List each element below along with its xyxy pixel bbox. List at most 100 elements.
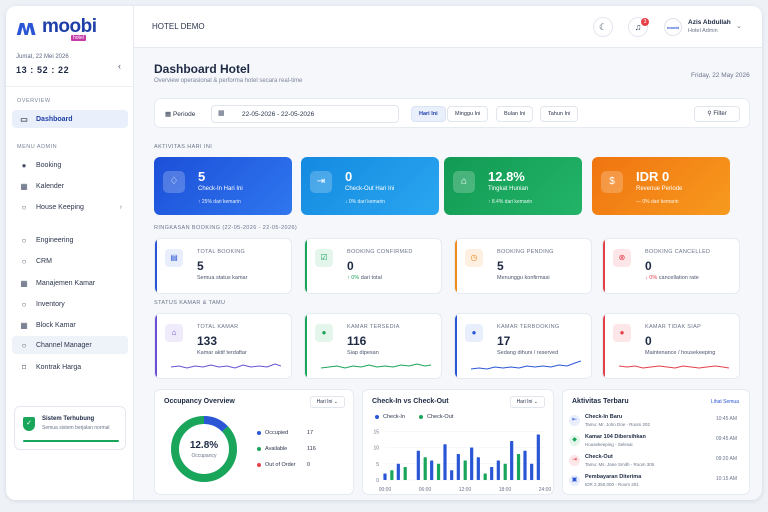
donut-center-label: Occupancy	[191, 453, 217, 459]
dropdown-value: Hari Ini	[316, 399, 333, 405]
card-stripe	[455, 314, 457, 378]
sidebar-item-booking[interactable]: ● Booking	[12, 156, 128, 174]
sidebar-item-kalender[interactable]: ▦ Kalender	[12, 177, 128, 195]
card-checkout-today: ⇥ 0 Check-Out Hari Ini ↓ 0% dari kemarin	[301, 157, 439, 215]
y-tick-label: 10	[373, 446, 379, 452]
logo-mark-icon: ʍ	[16, 16, 37, 41]
circle-icon: ○	[21, 202, 27, 212]
bookmark-icon: ⌑	[21, 362, 27, 372]
card-value: IDR 0	[636, 169, 670, 184]
panel-title: Check-In vs Check-Out	[372, 398, 449, 405]
calendar-icon: ▦	[165, 111, 172, 118]
x-tick-label: 12:00	[459, 487, 472, 493]
card-delta: — 0% dari kemarin	[636, 199, 679, 205]
logout-icon: ⇥	[310, 171, 332, 193]
collapse-chevron-icon[interactable]: ‹	[118, 61, 121, 71]
sidebar-item-label: Kontrak Harga	[36, 363, 82, 371]
bar-check-in	[476, 457, 480, 480]
card-value: 0	[347, 259, 354, 273]
system-status-bar	[23, 440, 119, 442]
y-tick-label: 0	[376, 478, 379, 484]
chip-tahun-ini[interactable]: Tahun Ini	[540, 106, 579, 122]
card-occupancy-rate: ⌂ 12.8% Tingkat Hunian ↑ 8.4% dari kemar…	[444, 157, 582, 215]
user-name[interactable]: Azis Abdullah	[688, 19, 731, 26]
legend-label: Out of Order	[265, 462, 296, 468]
card-label: ↑ 0% dari total	[347, 275, 382, 281]
sidebar-item-label: House Keeping	[36, 203, 84, 211]
page-title: Dashboard Hotel	[154, 62, 251, 76]
card-label: Kamar aktif terdaftar	[197, 350, 247, 356]
sidebar-clock: 13 : 52 : 22	[16, 65, 70, 75]
user-menu-chevron-down-icon[interactable]: ⌄	[736, 23, 742, 30]
dark-mode-moon-icon[interactable]: ☾	[593, 17, 613, 37]
user-icon: ●	[21, 160, 27, 170]
section-overview-label: OVERVIEW	[17, 98, 51, 104]
card-delta: ↓ 0% dari kemarin	[345, 199, 386, 205]
sidebar-item-engineering[interactable]: ○ Engineering	[12, 231, 128, 249]
bar-check-in	[490, 467, 494, 480]
notification-bell-icon[interactable]: ♫	[628, 17, 648, 37]
section-status-title: STATUS KAMAR & TAMU	[154, 300, 226, 306]
card-kamar-tidak-siap: ● KAMAR TIDAK SIAP 0 Maintenance / house…	[602, 313, 740, 379]
clipboard-icon: ▤	[165, 249, 183, 267]
activity-title: Kamar 104 Dibersihkan	[585, 434, 646, 440]
panel-title: Occupancy Overview	[164, 398, 235, 405]
sidebar-item-dashboard[interactable]: ▭ Dashboard	[12, 110, 128, 128]
card-total-booking: ▤ TOTAL BOOKING 5 Semua status kamar	[154, 238, 292, 294]
card-total-kamar: ⌂ TOTAL KAMAR 133 Kamar aktif terdaftar	[154, 313, 292, 379]
sidebar: ʍ moobi hotel Jumat, 22 Mei 2026 13 : 52…	[6, 6, 134, 500]
sidebar-item-crm[interactable]: ○ CRM	[12, 252, 128, 270]
bell-icon: ♢	[163, 171, 185, 193]
sidebar-item-block-kamar[interactable]: ▦ Block Kamar	[12, 316, 128, 334]
sidebar-item-channel-manager[interactable]: ○ Channel Manager	[12, 336, 128, 354]
date-range-input[interactable]: ▦ 22-05-2026 - 22-05-2026	[211, 105, 399, 123]
card-key: TOTAL KAMAR	[197, 324, 239, 330]
legend-value: 17	[307, 430, 314, 436]
activity-item[interactable]: ▣ Pembayaran Diterima IDR 2,350,000 - Ro…	[569, 472, 737, 492]
sidebar-item-manajemen-kamar[interactable]: ▦ Manajemen Kamar	[12, 274, 128, 292]
filter-button[interactable]: ⚲ Filter	[694, 106, 740, 122]
section-menu-label: MENU ADMIN	[17, 144, 58, 150]
calendar-icon: ▦	[218, 110, 225, 117]
activity-title: Check-In Baru	[585, 414, 623, 420]
card-stripe	[305, 239, 307, 293]
occupancy-dropdown[interactable]: Hari Ini ⌄	[309, 396, 345, 408]
sidebar-item-label: Dashboard	[36, 115, 73, 123]
system-status-card: ✓ Sistem Terhubung Semua sistem berjalan…	[14, 406, 126, 450]
home-icon: ⌂	[453, 171, 475, 193]
card-value: 133	[197, 334, 218, 348]
card-key: BOOKING CONFIRMED	[347, 249, 413, 255]
chip-bulan-ini[interactable]: Bulan Ini	[496, 106, 534, 122]
activity-item[interactable]: ◆ Kamar 104 Dibersihkan Housekeeping - S…	[569, 432, 737, 452]
dot-icon: ●	[315, 324, 333, 342]
logo[interactable]: ʍ moobi hotel	[16, 14, 126, 41]
dot-icon: ●	[465, 324, 483, 342]
card-label: Revenue Periode	[636, 186, 683, 192]
sidebar-item-house-keeping[interactable]: ○ House Keeping ›	[12, 198, 128, 216]
chip-minggu-ini[interactable]: Minggu Ini	[447, 106, 489, 122]
chevron-down-icon: ⌄	[533, 399, 538, 405]
card-value: 12.8%	[488, 169, 525, 184]
page-date: Friday, 22 May 2026	[691, 72, 750, 79]
card-stripe	[455, 239, 457, 293]
card-key: KAMAR TERBOOKING	[497, 324, 560, 330]
avatar[interactable]: moobi	[664, 18, 682, 36]
sidebar-item-kontrak-harga[interactable]: ⌑ Kontrak Harga	[12, 358, 128, 376]
activity-item[interactable]: ⇤ Check-In Baru Tamu: Mr. John Doe - Roo…	[569, 412, 737, 432]
chip-hari-ini[interactable]: Hari Ini	[411, 106, 446, 122]
main-content: Dashboard Hotel Overview operasional & p…	[134, 48, 762, 500]
x-tick-label: 00:00	[379, 487, 392, 493]
sidebar-item-label: Block Kamar	[36, 321, 76, 329]
sidebar-item-label: Engineering	[36, 236, 74, 244]
see-all-link[interactable]: Lihat Semua	[710, 399, 739, 405]
activity-item[interactable]: ⇥ Check-Out Tamu: Ms. Jane Smith - Room …	[569, 452, 737, 472]
card-value: 0	[645, 334, 652, 348]
legend-label: Check-Out	[427, 414, 454, 420]
grid-icon: ▦	[20, 320, 28, 330]
sidebar-item-inventory[interactable]: ○ Inventory	[12, 295, 128, 313]
checkin-dropdown[interactable]: Hari Ini ⌄	[509, 396, 545, 408]
calendar-icon: ▦	[20, 181, 28, 191]
card-label: Sedang dihuni / reserved	[497, 350, 559, 356]
sidebar-item-label: Channel Manager	[36, 341, 92, 349]
chevron-down-icon: ⌄	[333, 399, 338, 405]
